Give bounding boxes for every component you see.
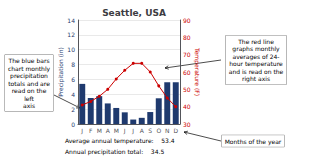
svg-text:Precipitation (in): Precipitation (in) — [57, 47, 65, 97]
svg-text:14: 14 — [67, 17, 75, 24]
svg-text:right axis: right axis — [242, 75, 270, 83]
svg-text:J: J — [123, 127, 126, 135]
svg-text:70: 70 — [183, 51, 191, 58]
svg-text:S: S — [148, 127, 152, 134]
svg-text:precipitation: precipitation — [10, 72, 48, 79]
svg-text:8: 8 — [71, 61, 75, 68]
svg-text:Seattle, USA: Seattle, USA — [102, 8, 166, 18]
svg-text:totals and are: totals and are — [8, 80, 50, 87]
svg-text:80: 80 — [183, 34, 191, 41]
svg-text:read on the: read on the — [12, 87, 47, 94]
svg-text:D: D — [173, 127, 178, 134]
svg-text:graphs monthly: graphs monthly — [232, 45, 280, 53]
svg-text:0: 0 — [71, 121, 75, 128]
svg-text:Months of the year: Months of the year — [225, 138, 282, 146]
svg-text:2: 2 — [71, 106, 75, 113]
svg-text:J: J — [80, 127, 83, 135]
svg-text:left: left — [24, 95, 34, 102]
svg-text:90: 90 — [183, 17, 191, 24]
svg-text:60: 60 — [183, 69, 191, 76]
svg-text:The blue bars: The blue bars — [7, 57, 49, 64]
svg-text:A: A — [106, 127, 111, 134]
svg-text:A: A — [140, 127, 145, 134]
svg-text:hour temperature: hour temperature — [229, 60, 283, 68]
svg-text:Average annual temperature:: Average annual temperature: 53.4 — [65, 137, 175, 145]
svg-text:M: M — [97, 127, 102, 134]
svg-text:Temperature (F): Temperature (F) — [193, 47, 201, 96]
svg-text:M: M — [114, 127, 119, 134]
svg-text:50: 50 — [183, 86, 191, 93]
svg-text:chart monthly: chart monthly — [7, 64, 51, 72]
svg-text:averages of 24-: averages of 24- — [232, 52, 280, 60]
svg-text:F: F — [89, 127, 93, 134]
svg-text:6: 6 — [71, 76, 75, 83]
svg-text:axis: axis — [23, 102, 35, 109]
svg-text:40: 40 — [183, 103, 191, 110]
svg-text:O: O — [156, 127, 161, 134]
svg-text:12: 12 — [67, 31, 75, 38]
svg-text:30: 30 — [183, 121, 191, 128]
svg-text:N: N — [165, 127, 170, 134]
svg-text:10: 10 — [67, 46, 75, 53]
svg-text:Annual precipitation total:: Annual precipitation total: 34.5 — [65, 148, 164, 156]
svg-text:J: J — [131, 127, 134, 135]
svg-text:The red line: The red line — [237, 38, 274, 45]
svg-text:and is read on the: and is read on the — [229, 68, 284, 75]
svg-text:4: 4 — [71, 91, 75, 98]
